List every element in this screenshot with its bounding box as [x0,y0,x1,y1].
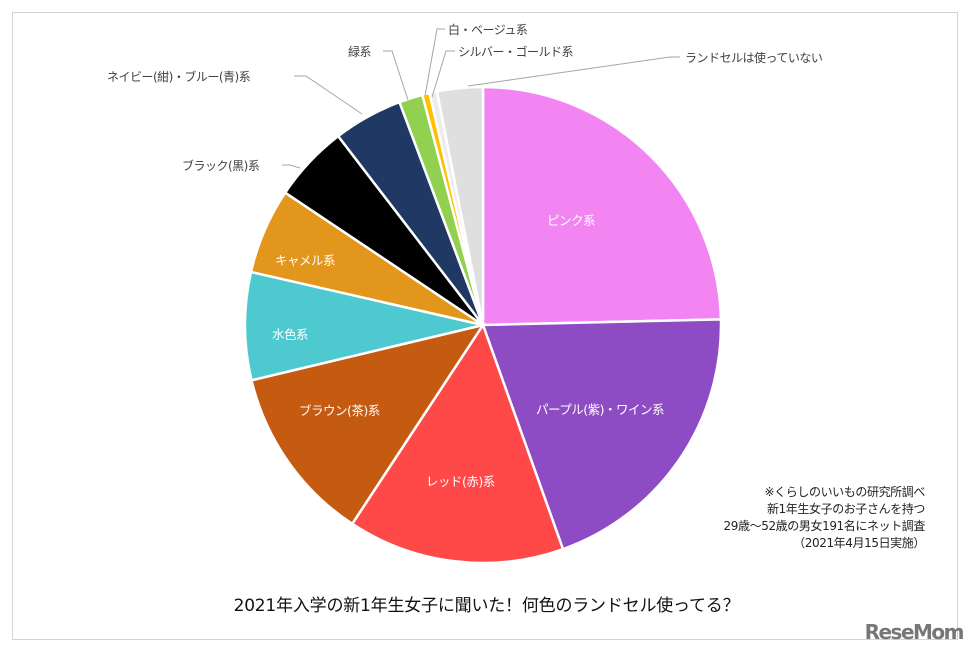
note-line: （2021年4月15日実施） [793,536,925,550]
pie-slice-11 [435,85,485,326]
slice-label-navy: ネイビー(紺)・ブルー(青)系 [107,70,251,84]
slice-label-silver-gold: シルバー・ゴールド系 [458,45,574,59]
note-line: ※くらしのいいもの研究所調べ [764,485,926,499]
pie-slice-1 [481,318,723,551]
note-line: 新1年生女子のお子さんを持つ [766,502,925,516]
leader-line-navy [294,75,363,115]
leader-lines [282,28,680,169]
slice-label-green: 緑系 [348,45,372,59]
slice-label-red: レッド(赤)系 [426,474,495,489]
resemom-logo: ReseMom [864,620,965,644]
slice-label-pink: ピンク系 [547,213,596,228]
slice-label-purple: パープル(紫)・ワイン系 [536,402,665,417]
leader-line-white-beige [424,28,445,97]
note-line: 29歳～52歳の男女191名にネット調査 [723,519,926,533]
pie-slice-2 [350,322,565,565]
survey-note: ※くらしのいいもの研究所調べ 新1年生女子のお子さんを持つ 29歳～52歳の男女… [723,484,926,552]
slice-label-white-beige: 白・ベージュ系 [448,23,528,37]
slice-label-brown: ブラウン(茶)系 [299,403,380,418]
pie-slice-4 [243,270,484,382]
leader-line-silver-gold [431,50,455,98]
slice-label-camel: キャメル系 [275,253,336,268]
leader-line-green [383,50,409,101]
pie-slice-3 [249,323,486,526]
chart-title: 2021年入学の新1年生女子に聞いた！何色のランドセル使ってる？ [233,596,740,616]
leader-line-black [282,164,301,169]
slice-label-light-blue: 水色系 [272,327,309,342]
slice-label-none: ランドセルは使っていない [685,51,823,65]
pie-slice-0 [481,85,723,327]
slice-label-black: ブラック(黒)系 [182,159,260,173]
chart-frame [12,12,958,640]
leader-line-none [467,56,680,87]
